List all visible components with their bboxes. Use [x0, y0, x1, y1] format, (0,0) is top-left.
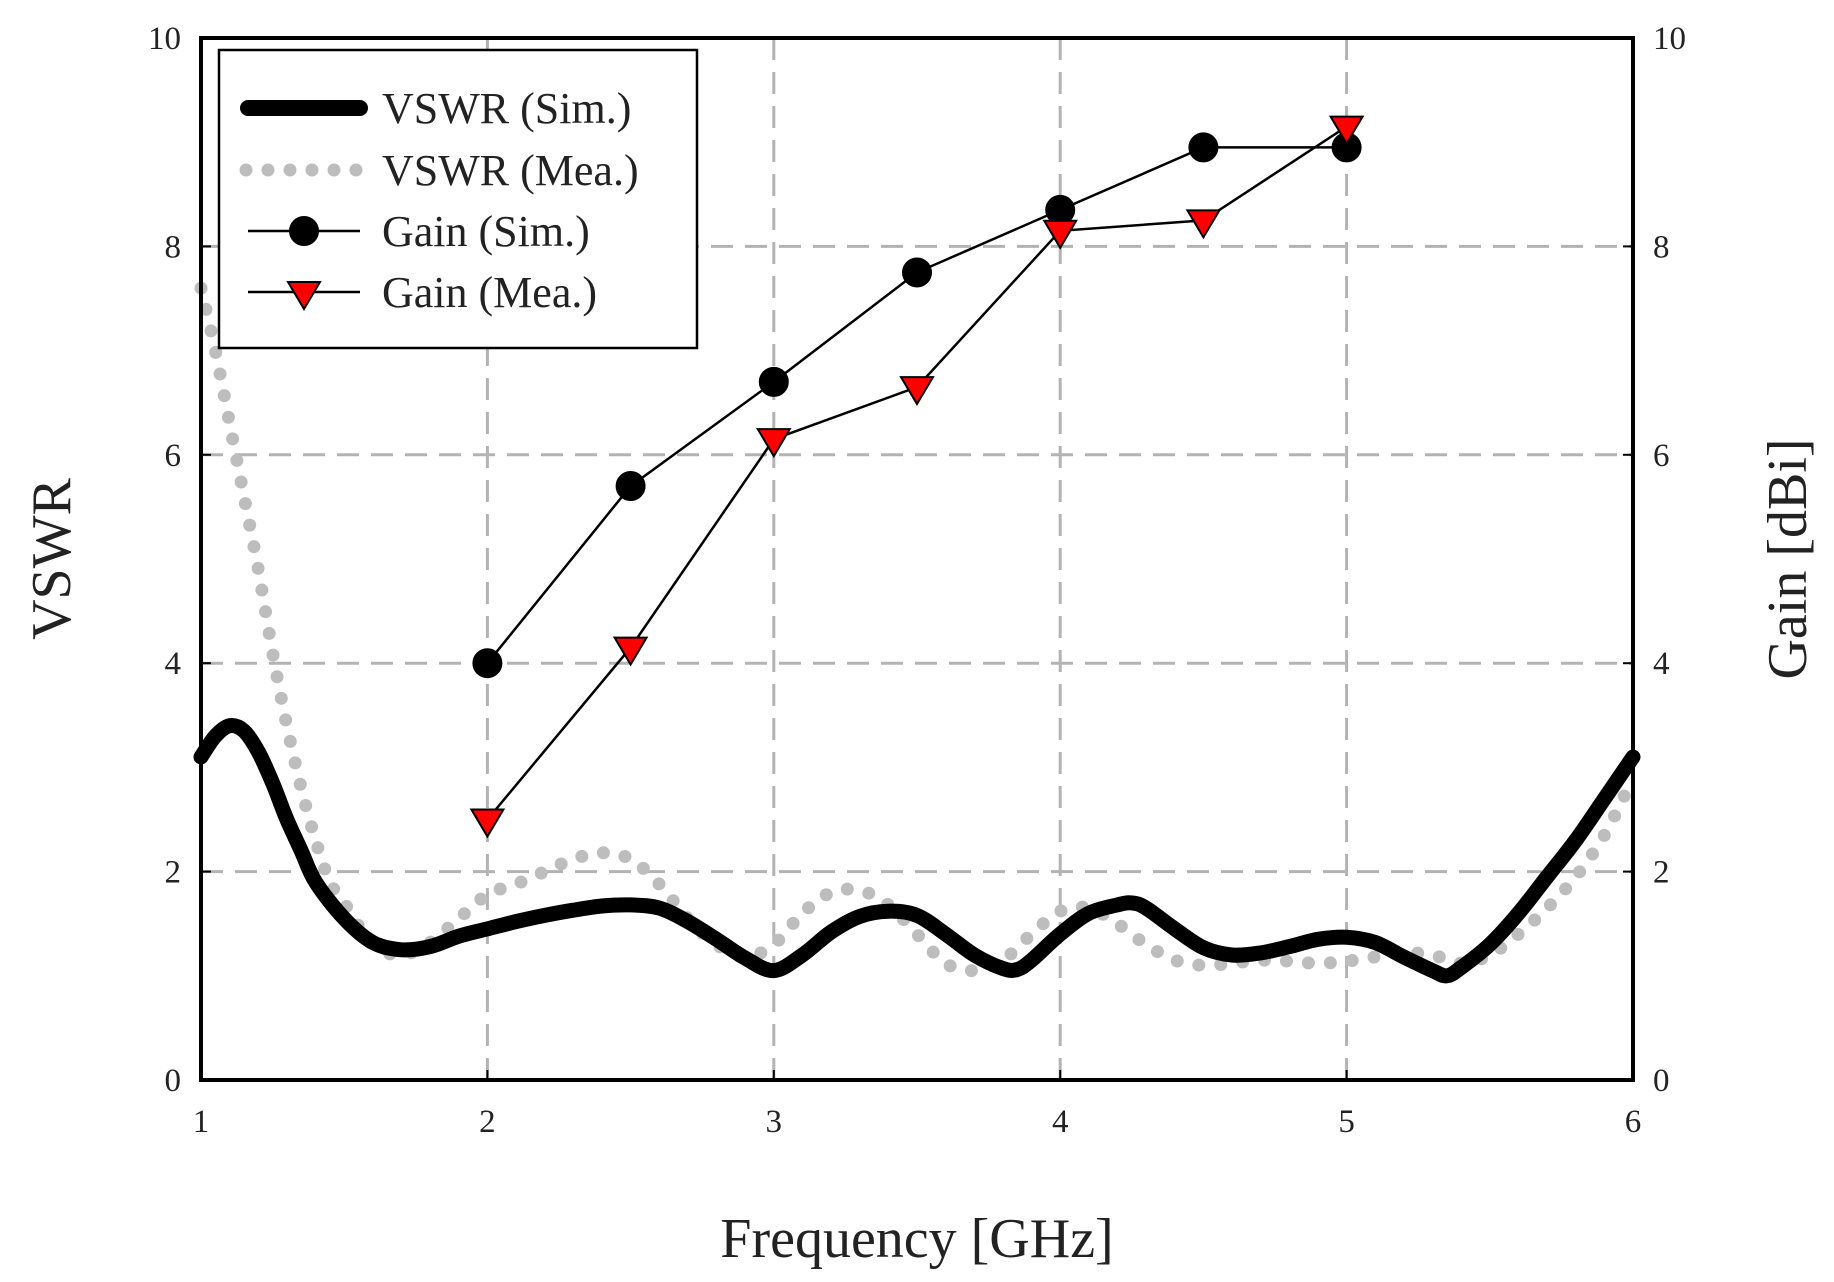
point-gain-sim-2	[758, 366, 789, 397]
legend-label-vswr-sim: VSWR (Sim.)	[382, 84, 631, 133]
y-tick-label-0: 0	[165, 1063, 182, 1099]
point-gain-sim-5	[1188, 132, 1219, 163]
legend: VSWR (Sim.) VSWR (Mea.) Gain (Sim.) Gain…	[217, 48, 699, 350]
legend-label-vswr-mea: VSWR (Mea.)	[382, 146, 639, 195]
x-tick-label-3: 4	[1052, 1104, 1069, 1140]
point-gain-sim-4	[1045, 194, 1076, 225]
legend-item-gain-sim: Gain (Sim.)	[248, 207, 590, 256]
y2-tick-label-2: 4	[1653, 646, 1670, 682]
point-gain-sim-1	[615, 471, 646, 502]
legend-item-vswr-mea: VSWR (Mea.)	[239, 146, 639, 195]
y-tick-label-3: 6	[165, 438, 182, 474]
point-gain-mea-3	[899, 376, 935, 407]
legend-marker-gain-sim	[289, 216, 319, 246]
point-gain-mea-5	[1185, 209, 1222, 240]
point-gain-sim-0	[472, 648, 503, 679]
plot-frame	[199, 36, 1635, 1082]
x-tick-label-0: 1	[193, 1104, 210, 1140]
x-tick-label-4: 5	[1338, 1104, 1355, 1140]
y2-tick-label-3: 6	[1653, 438, 1670, 474]
legend-item-gain-mea: Gain (Mea.)	[248, 268, 597, 317]
point-gain-mea-0	[469, 808, 506, 839]
point-gain-mea-4	[1042, 219, 1078, 250]
y2-tick-label-5: 10	[1653, 21, 1686, 57]
plot-series	[193, 115, 1641, 984]
legend-label-gain-sim: Gain (Sim.)	[382, 207, 590, 256]
y-tick-label-1: 2	[165, 855, 182, 891]
legend-marker-gain-mea	[286, 281, 322, 311]
series-line-vswr-sim	[193, 718, 1641, 984]
legend-label-gain-mea: Gain (Mea.)	[382, 268, 597, 317]
point-gain-mea-6	[1328, 115, 1365, 146]
x-tick-label-1: 2	[479, 1104, 496, 1140]
legend-item-vswr-sim: VSWR (Sim.)	[240, 84, 631, 133]
x-axis-title: Frequency [GHz]	[720, 1208, 1113, 1270]
point-gain-sim-3	[902, 257, 932, 288]
y2-tick-label-4: 8	[1653, 229, 1670, 265]
point-gain-mea-2	[756, 428, 792, 459]
y2-tick-label-0: 0	[1653, 1063, 1670, 1099]
y-tick-label-5: 10	[148, 21, 181, 57]
point-gain-mea-1	[612, 636, 649, 667]
x-tick-label-5: 6	[1625, 1104, 1642, 1140]
y-tick-label-4: 8	[165, 229, 182, 265]
series-line-vswr-mea	[194, 281, 1640, 978]
y2-axis-title: Gain [dBi]	[1757, 438, 1819, 679]
y-tick-label-2: 4	[165, 646, 182, 682]
y-axis-title: VSWR	[21, 477, 83, 639]
x-tick-label-2: 3	[766, 1104, 783, 1140]
y2-tick-label-1: 2	[1653, 855, 1670, 891]
